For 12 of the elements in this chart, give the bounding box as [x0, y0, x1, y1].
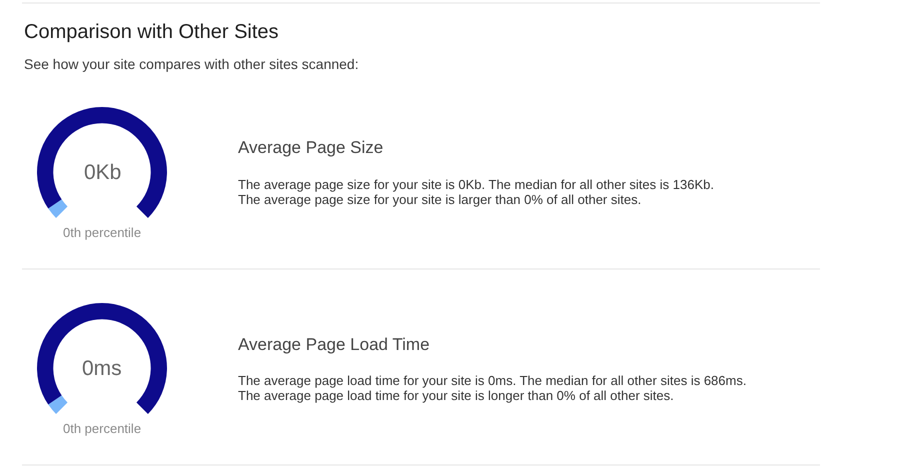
- text: The average page load time for your site is longer than 0% of all other sites.: [238, 388, 674, 403]
- text: 0ms: [82, 357, 122, 380]
- text: Average Page Load Time: [238, 335, 430, 354]
- text: See how your site compares with other sites scanned:: [24, 56, 359, 72]
- text: The average page size for your site is 0Kb. The median for all other sites is 136Kb.: [238, 177, 714, 192]
- text: Average Page Size: [238, 138, 384, 157]
- text: 0th percentile: [63, 421, 142, 436]
- text: The average page size for your site is larger than 0% of all other sites.: [238, 192, 642, 207]
- text: 0Kb: [84, 161, 122, 184]
- text: The average page load time for your site is 0ms. The median for all other sites is 686ms.: [238, 373, 746, 388]
- text: Comparison with Other Sites: [24, 21, 279, 43]
- text: 0th percentile: [63, 225, 142, 240]
